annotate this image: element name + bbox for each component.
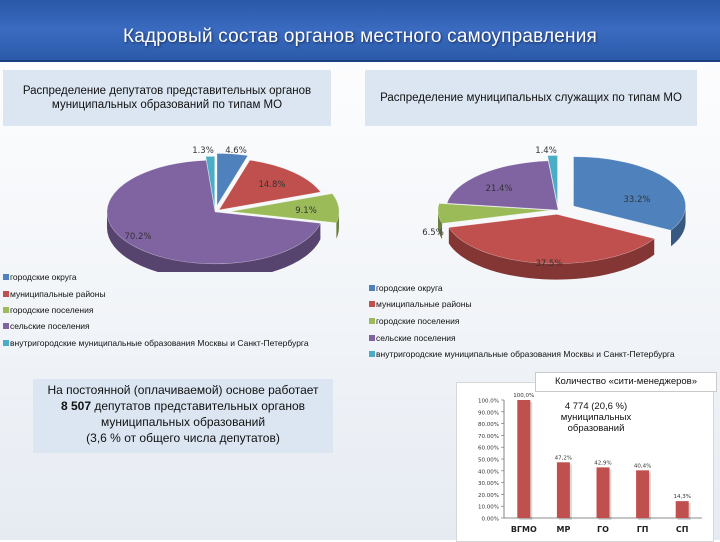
left-pie-label-3: 9.1% — [295, 206, 317, 216]
left-legend-swatch — [3, 291, 9, 297]
bar-category-label: МР — [556, 525, 570, 534]
left-pie-label-1: 4.6% — [225, 146, 247, 156]
bar-ГП — [636, 470, 650, 518]
left-legend-label: городские поселения — [10, 305, 94, 315]
bar-y-tick-label: 70.00% — [478, 434, 499, 440]
right-pie-label-3: 6.5% — [422, 228, 444, 238]
left-pie-slice-3 — [230, 193, 340, 239]
city-managers-note: 4 774 (20,6 %) муниципальных образований — [560, 401, 632, 434]
bar-y-tick-label: 20.00% — [478, 493, 499, 499]
bar-category-label: СП — [676, 525, 689, 534]
left-legend-swatch — [3, 323, 9, 329]
right-pie-slice-2 — [448, 214, 655, 280]
employees-pie-chart: 33.2% 37.5% 6.5% 21.4% 1.4% — [422, 146, 686, 280]
note-line-2-row: 8 507 депутатов представительных органов — [33, 398, 333, 414]
left-pie-slice-5 — [205, 156, 215, 209]
left-pie-label-2: 14.8% — [258, 180, 285, 190]
bar-value-label: 14,3% — [673, 494, 690, 500]
bar-y-tick-label: 0.00% — [482, 517, 499, 523]
left-legend-label: внутригородские муниципальные образовани… — [10, 338, 309, 348]
bar-value-label: 40,4% — [634, 463, 651, 469]
header-bar: Кадровый состав органов местного самоупр… — [0, 0, 720, 62]
right-pie-slice-5 — [547, 155, 558, 205]
page-title: Кадровый состав органов местного самоупр… — [122, 26, 598, 47]
left-pie-label-4: 70.2% — [124, 232, 151, 242]
city-managers-bar-chart: 0.00% 10.00% 20.00% 30.00% 40.00% 50.00% 60.00… — [478, 393, 702, 534]
right-legend-item-2: муниципальные районы — [369, 299, 472, 310]
bar-value-label: 42,9% — [594, 460, 611, 466]
left-legend-item-1: городские округа — [3, 272, 77, 283]
bar-y-tick-label: 80.00% — [478, 422, 499, 428]
right-legend-swatch — [369, 351, 375, 357]
right-pie-label-4: 21.4% — [485, 184, 512, 194]
left-pie-slice-2 — [218, 159, 322, 211]
left-pie-slice-4 — [106, 160, 321, 272]
bar-category-label: ВГМО — [511, 525, 537, 534]
bar-y-tick-label: 30.00% — [478, 481, 499, 487]
deputies-pie-chart: 4.6% 14.8% 9.1% 70.2% 1.3% — [106, 146, 340, 272]
right-legend-label: сельские поселения — [376, 333, 456, 343]
left-pie-label-5: 1.3% — [192, 146, 214, 156]
bar-y-tick-label: 90.00% — [478, 410, 499, 416]
bar-value-label: 100,0% — [513, 393, 534, 399]
bar-category-label: ГП — [637, 525, 649, 534]
left-pie-slice-1 — [216, 153, 249, 207]
bar-value-label: 47,2% — [555, 455, 572, 461]
right-pie-slice-3 — [437, 203, 551, 240]
left-legend-swatch — [3, 307, 9, 313]
note-line-3: муниципальных образований — [100, 415, 266, 429]
right-legend-item-3: городские поселения — [369, 316, 459, 327]
note-line-1: На постоянной (оплачиваемой) основе рабо… — [47, 383, 319, 397]
left-legend-label: городские округа — [10, 272, 77, 282]
right-legend-item-5: внутригородские муниципальные образовани… — [369, 349, 684, 360]
right-legend-swatch — [369, 285, 375, 291]
right-legend-swatch — [369, 318, 375, 324]
bar-y-tick-label: 60.00% — [478, 446, 499, 452]
right-legend-item-4: сельские поселения — [369, 333, 456, 344]
left-legend-item-2: муниципальные районы — [3, 289, 106, 300]
right-pie-slice-4 — [446, 160, 559, 211]
bar-y-tick-label: 50.00% — [478, 458, 499, 464]
right-legend-item-1: городские округа — [369, 283, 443, 294]
right-legend-label: муниципальные районы — [376, 299, 472, 309]
left-legend-label: сельские поселения — [10, 321, 90, 331]
right-pie-label-1: 33.2% — [623, 195, 650, 205]
left-legend-item-5: внутригородские муниципальные образовани… — [3, 338, 323, 349]
left-legend-item-4: сельские поселения — [3, 321, 90, 332]
bar-category-label: ГО — [597, 525, 609, 534]
right-legend-label: городские округа — [376, 283, 443, 293]
note-line-4: (3,6 % от общего числа депутатов) — [86, 431, 280, 445]
bar-y-tick-label: 10.00% — [478, 505, 499, 511]
note-number: 8 507 — [60, 399, 91, 413]
left-legend-item-3: городские поселения — [3, 305, 93, 316]
right-pie-slice-1 — [573, 156, 686, 247]
right-legend-label: внутригородские муниципальные образовани… — [376, 349, 675, 359]
city-managers-chart-frame — [456, 382, 714, 542]
bar-ГО — [596, 467, 610, 518]
right-pie-caption: Распределение муниципальных служащих по … — [365, 70, 697, 126]
bar-ВГМО — [517, 400, 531, 518]
bar-y-tick-label: 40.00% — [478, 469, 499, 475]
bar-y-tick-label: 100.0% — [478, 399, 499, 405]
right-legend-label: городские поселения — [376, 316, 460, 326]
right-legend-swatch — [369, 301, 375, 307]
city-managers-title: Количество «сити-менеджеров» — [535, 372, 717, 392]
paid-deputies-note: На постоянной (оплачиваемой) основе рабо… — [33, 379, 333, 453]
left-legend-swatch — [3, 340, 9, 346]
right-legend-swatch — [369, 335, 375, 341]
right-pie-label-5: 1.4% — [535, 146, 557, 156]
left-legend-swatch — [3, 274, 9, 280]
bar-СП — [675, 501, 689, 518]
note-line-2: депутатов представительных органов — [94, 399, 306, 413]
bar-МР — [556, 462, 570, 518]
left-legend-label: муниципальные районы — [10, 289, 106, 299]
right-pie-label-2: 37.5% — [535, 259, 562, 269]
left-pie-caption: Распределение депутатов представительных… — [3, 70, 331, 126]
